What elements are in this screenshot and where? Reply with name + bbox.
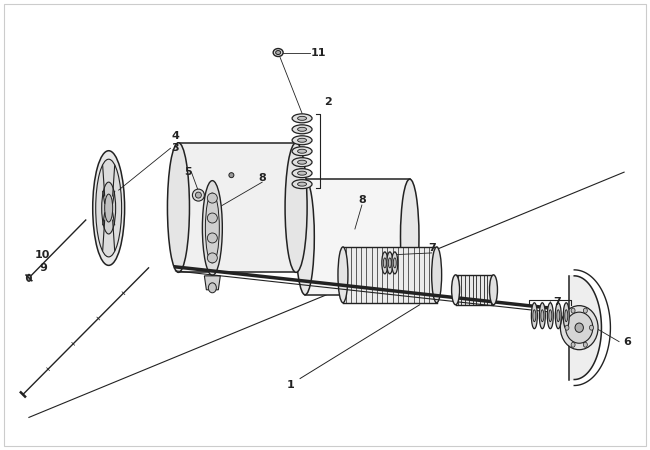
Ellipse shape: [564, 303, 569, 328]
Ellipse shape: [575, 323, 584, 333]
Ellipse shape: [382, 252, 388, 274]
Text: 8: 8: [358, 195, 366, 205]
Text: 11: 11: [310, 48, 326, 58]
Ellipse shape: [557, 310, 560, 322]
Ellipse shape: [571, 342, 575, 347]
Ellipse shape: [583, 342, 588, 347]
Ellipse shape: [196, 192, 202, 198]
Ellipse shape: [298, 149, 307, 153]
Text: 2: 2: [324, 97, 332, 108]
Ellipse shape: [565, 325, 569, 330]
Ellipse shape: [298, 160, 307, 164]
Ellipse shape: [292, 136, 312, 145]
Ellipse shape: [298, 127, 307, 131]
Ellipse shape: [207, 233, 217, 243]
Ellipse shape: [192, 189, 204, 201]
Polygon shape: [569, 276, 601, 379]
Ellipse shape: [583, 308, 588, 313]
Polygon shape: [456, 275, 493, 305]
Ellipse shape: [489, 275, 497, 305]
Text: 7: 7: [553, 297, 561, 307]
Ellipse shape: [388, 258, 391, 268]
Ellipse shape: [533, 310, 536, 322]
Ellipse shape: [207, 253, 217, 263]
Text: 8: 8: [258, 173, 266, 183]
Ellipse shape: [93, 151, 125, 266]
Ellipse shape: [549, 310, 552, 322]
Polygon shape: [343, 247, 437, 303]
Ellipse shape: [27, 275, 31, 280]
Ellipse shape: [298, 182, 307, 186]
Ellipse shape: [292, 114, 312, 123]
Polygon shape: [179, 143, 296, 272]
Ellipse shape: [392, 252, 398, 274]
Ellipse shape: [400, 179, 419, 295]
Ellipse shape: [292, 180, 312, 189]
Ellipse shape: [298, 117, 307, 120]
Ellipse shape: [432, 247, 441, 303]
Ellipse shape: [276, 50, 281, 54]
Ellipse shape: [229, 173, 234, 178]
Ellipse shape: [207, 213, 217, 223]
Ellipse shape: [541, 310, 544, 322]
Ellipse shape: [292, 125, 312, 134]
Ellipse shape: [560, 306, 598, 350]
Ellipse shape: [571, 308, 575, 313]
Ellipse shape: [452, 275, 460, 305]
Ellipse shape: [292, 158, 312, 166]
Ellipse shape: [168, 143, 189, 272]
Ellipse shape: [101, 182, 116, 234]
Ellipse shape: [27, 274, 31, 281]
Ellipse shape: [298, 171, 307, 175]
Ellipse shape: [387, 252, 393, 274]
Ellipse shape: [296, 179, 315, 295]
Ellipse shape: [285, 143, 307, 272]
Ellipse shape: [547, 303, 553, 328]
Text: 5: 5: [185, 167, 192, 177]
Ellipse shape: [590, 325, 593, 330]
Ellipse shape: [202, 180, 222, 275]
Ellipse shape: [540, 303, 545, 328]
Ellipse shape: [96, 159, 122, 257]
Ellipse shape: [565, 310, 567, 322]
Ellipse shape: [205, 193, 219, 263]
Ellipse shape: [555, 303, 561, 328]
Ellipse shape: [209, 283, 216, 293]
Ellipse shape: [338, 247, 348, 303]
Text: 1: 1: [286, 379, 294, 390]
Ellipse shape: [207, 193, 217, 203]
Ellipse shape: [298, 138, 307, 142]
Text: 4: 4: [172, 131, 179, 141]
Polygon shape: [305, 179, 410, 295]
Ellipse shape: [566, 312, 593, 343]
Ellipse shape: [273, 49, 283, 57]
Text: 10: 10: [35, 250, 51, 260]
Text: 7: 7: [428, 243, 436, 253]
Ellipse shape: [292, 147, 312, 156]
Ellipse shape: [531, 303, 538, 328]
Text: 3: 3: [172, 143, 179, 153]
Ellipse shape: [384, 258, 386, 268]
Ellipse shape: [105, 194, 112, 222]
Ellipse shape: [393, 258, 396, 268]
Ellipse shape: [292, 169, 312, 178]
Text: 9: 9: [39, 263, 47, 273]
Polygon shape: [204, 276, 220, 290]
Text: 6: 6: [623, 337, 631, 347]
